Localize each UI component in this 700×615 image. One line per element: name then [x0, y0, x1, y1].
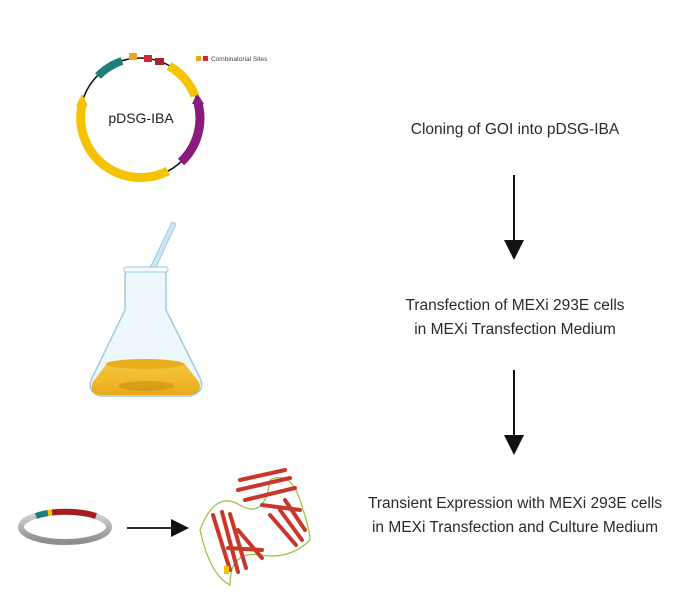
step-line: Transfection of MEXi 293E cells — [405, 297, 625, 314]
purple-segment — [177, 101, 205, 166]
step-expression: Transient Expression with MEXi 293E cell… — [330, 492, 700, 540]
protein-structure — [199, 468, 311, 587]
circular-dna — [18, 508, 112, 545]
step-transfection: Transfection of MEXi 293E cells in MEXi … — [330, 294, 700, 342]
legend-label: Combinatorial Sites — [211, 56, 268, 63]
plasmid-map: Combinatorial Sites pDSG-IBA — [76, 53, 268, 183]
step-line: Cloning of GOI into pDSG-IBA — [410, 121, 620, 138]
step-cloning: Cloning of GOI into pDSG-IBA — [330, 118, 700, 142]
yellow-segment-upper — [166, 62, 200, 98]
plasmid-name: pDSG-IBA — [108, 110, 174, 126]
flask-illustration — [89, 221, 203, 397]
step-line: Transient Expression with MEXi 293E cell… — [367, 495, 663, 512]
teal-segment — [95, 57, 124, 79]
step-line: in MEXi Transfection and Culture Medium — [371, 519, 659, 536]
step-line: in MEXi Transfection Medium — [414, 321, 616, 338]
yellow-segment-large — [76, 104, 171, 183]
